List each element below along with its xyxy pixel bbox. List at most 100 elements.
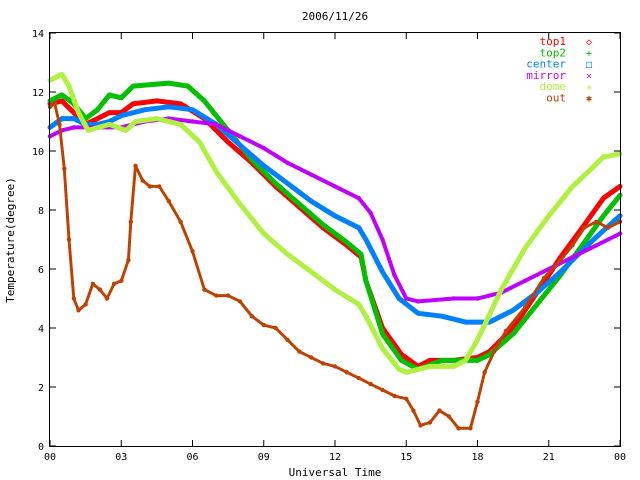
y-tick-label: 6 <box>38 265 44 276</box>
data-point-top2 <box>582 240 587 245</box>
data-point-out <box>119 278 124 283</box>
y-axis-title: Temperature(degree) <box>4 177 17 303</box>
data-point-dome <box>285 252 290 257</box>
data-point-top2 <box>273 181 278 186</box>
data-point-out <box>97 287 103 292</box>
data-point-mirror <box>392 272 397 278</box>
data-point-out <box>202 287 207 292</box>
data-point-out <box>418 423 423 428</box>
data-point-mirror <box>356 196 361 201</box>
data-point-top1 <box>95 116 100 121</box>
data-point-out <box>320 361 326 366</box>
data-point-center <box>190 107 195 112</box>
data-point-out <box>297 349 302 354</box>
data-point-center <box>59 116 65 121</box>
data-point-out <box>71 296 77 301</box>
x-tick-label: 09 <box>258 452 270 463</box>
data-point-dome <box>214 169 219 174</box>
data-point-top2 <box>130 83 136 89</box>
y-tick-label: 12 <box>32 88 44 99</box>
data-point-top1 <box>178 101 183 107</box>
data-point-dome <box>154 116 160 121</box>
data-point-top1 <box>59 98 65 104</box>
x-tick-label: 00 <box>44 452 56 463</box>
y-tick-label: 4 <box>38 324 44 335</box>
data-point-center <box>380 269 385 275</box>
data-point-mirror <box>570 255 575 260</box>
legend-marker-top1: ◇ <box>586 37 592 48</box>
data-point-out <box>456 426 461 431</box>
data-point-out <box>594 219 599 224</box>
data-point-dome <box>589 166 594 171</box>
data-point-out <box>52 101 57 107</box>
data-point-out <box>411 408 416 413</box>
data-point-center <box>237 142 243 148</box>
x-tick-label: 12 <box>329 452 341 463</box>
data-point-out <box>368 381 373 387</box>
series-layer <box>47 71 623 431</box>
data-point-center <box>261 163 266 168</box>
data-point-out <box>261 322 266 328</box>
data-point-center <box>558 269 563 275</box>
data-point-mirror <box>261 145 266 151</box>
data-point-out <box>90 281 96 286</box>
chart-legend: top1 ◇ top2 + center □ mirror × dome ✳ out ✱ <box>526 35 592 105</box>
legend-label-center: center <box>526 58 566 71</box>
data-point-top2 <box>202 98 207 104</box>
data-point-top2 <box>344 240 350 245</box>
data-point-out <box>76 308 81 313</box>
data-point-dome <box>363 314 369 319</box>
data-point-center <box>285 181 290 186</box>
legend-marker-dome: ✳ <box>586 82 592 93</box>
data-point-top2 <box>510 331 516 337</box>
data-point-out <box>404 396 409 401</box>
data-point-mirror <box>368 210 373 216</box>
data-point-dome <box>332 287 338 292</box>
data-point-mirror <box>522 278 528 283</box>
data-point-out <box>225 293 231 298</box>
data-point-mirror <box>285 160 290 165</box>
data-point-top1 <box>130 101 136 107</box>
x-tick-label: 21 <box>543 452 555 463</box>
data-point-dome <box>123 128 129 133</box>
data-point-dome <box>59 72 65 77</box>
data-point-dome <box>427 364 433 369</box>
data-point-center <box>510 308 516 313</box>
data-point-top2 <box>320 222 326 227</box>
x-tick-label: 03 <box>115 452 127 463</box>
legend-label-dome: dome <box>540 80 567 93</box>
data-point-mirror <box>190 119 195 124</box>
data-point-center <box>396 296 402 301</box>
data-point-mirror <box>309 172 314 177</box>
data-point-dome <box>475 337 480 342</box>
data-point-out <box>157 184 162 189</box>
data-point-top2 <box>487 352 492 357</box>
data-point-mirror <box>415 299 421 304</box>
data-point-top2 <box>166 80 171 86</box>
data-point-mirror <box>237 134 243 139</box>
data-point-out <box>541 275 547 281</box>
data-point-top2 <box>107 92 112 98</box>
data-point-dome <box>85 128 91 133</box>
data-point-out <box>128 219 133 224</box>
data-point-top2 <box>534 302 540 307</box>
data-point-out <box>214 293 219 298</box>
data-point-out <box>111 281 117 286</box>
data-point-center <box>415 311 421 316</box>
legend-label-out: out <box>546 92 566 105</box>
data-point-out <box>344 370 350 375</box>
data-point-mirror <box>214 122 219 127</box>
data-point-mirror <box>594 243 599 248</box>
data-point-mirror <box>332 184 338 189</box>
data-point-out <box>475 399 480 404</box>
data-point-dome <box>451 364 456 369</box>
data-point-dome <box>197 139 202 145</box>
data-point-dome <box>261 231 266 236</box>
data-point-top1 <box>71 110 77 115</box>
data-point-out <box>558 257 563 263</box>
data-point-out <box>380 387 385 393</box>
data-point-top2 <box>185 83 190 89</box>
data-point-out <box>437 408 442 413</box>
data-point-top2 <box>358 252 364 257</box>
